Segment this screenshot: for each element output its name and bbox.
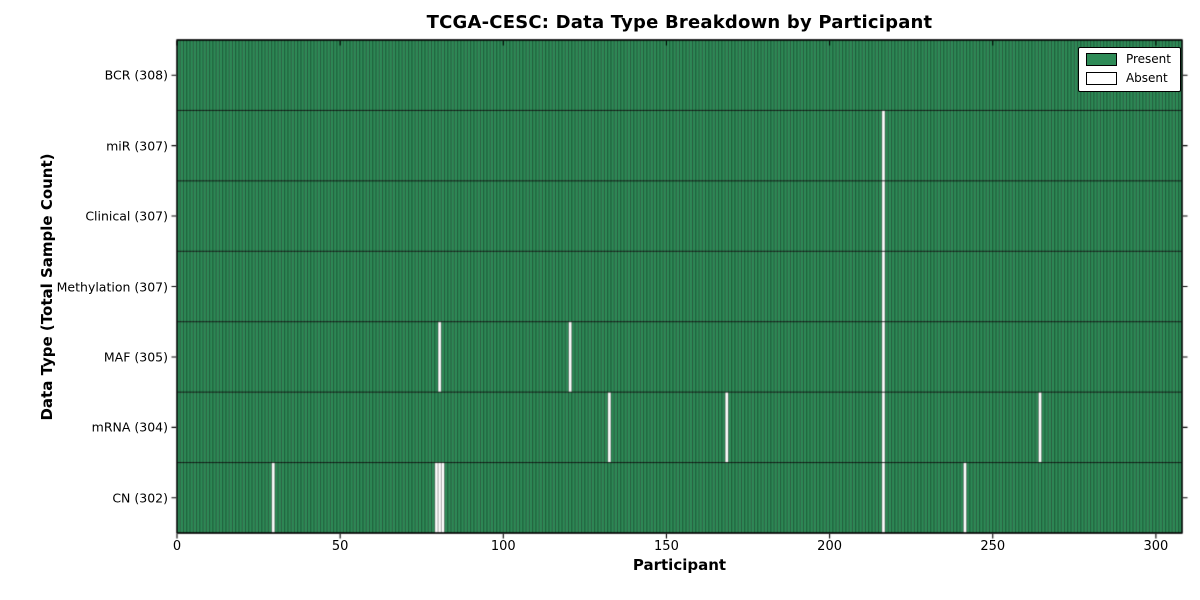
x-axis-label: Participant: [632, 556, 727, 574]
y-tick-label: Clinical (307): [85, 208, 168, 224]
y-tick-label: miR (307): [106, 138, 168, 154]
y-tick-label: BCR (308): [104, 67, 168, 83]
legend-label-present: Present: [1125, 52, 1171, 66]
y-tick-label: CN (302): [112, 490, 168, 506]
x-tick-label: 200: [817, 539, 843, 554]
legend: Present Absent: [1077, 47, 1181, 92]
legend-entry-present: Present: [1085, 52, 1171, 66]
x-tick-label: 50: [331, 539, 349, 554]
y-tick-label: MAF (305): [103, 349, 168, 365]
present-swatch-icon: [1085, 53, 1117, 66]
x-tick-label: 100: [490, 539, 516, 554]
y-tick-label: Methylation (307): [56, 279, 168, 294]
x-tick-label: 250: [980, 539, 1006, 554]
y-axis-label: Data Type (Total Sample Count): [38, 153, 56, 421]
x-tick-label: 150: [654, 539, 679, 554]
chart-title: TCGA-CESC: Data Type Breakdown by Partic…: [426, 12, 933, 33]
plot-canvas: [165, 30, 1195, 542]
absent-swatch-icon: [1085, 72, 1117, 85]
x-tick-label: 0: [172, 539, 182, 554]
legend-label-absent: Absent: [1125, 71, 1168, 85]
legend-entry-absent: Absent: [1085, 71, 1171, 85]
y-tick-label: mRNA (304): [91, 419, 168, 435]
x-tick-label: 300: [1143, 539, 1169, 554]
